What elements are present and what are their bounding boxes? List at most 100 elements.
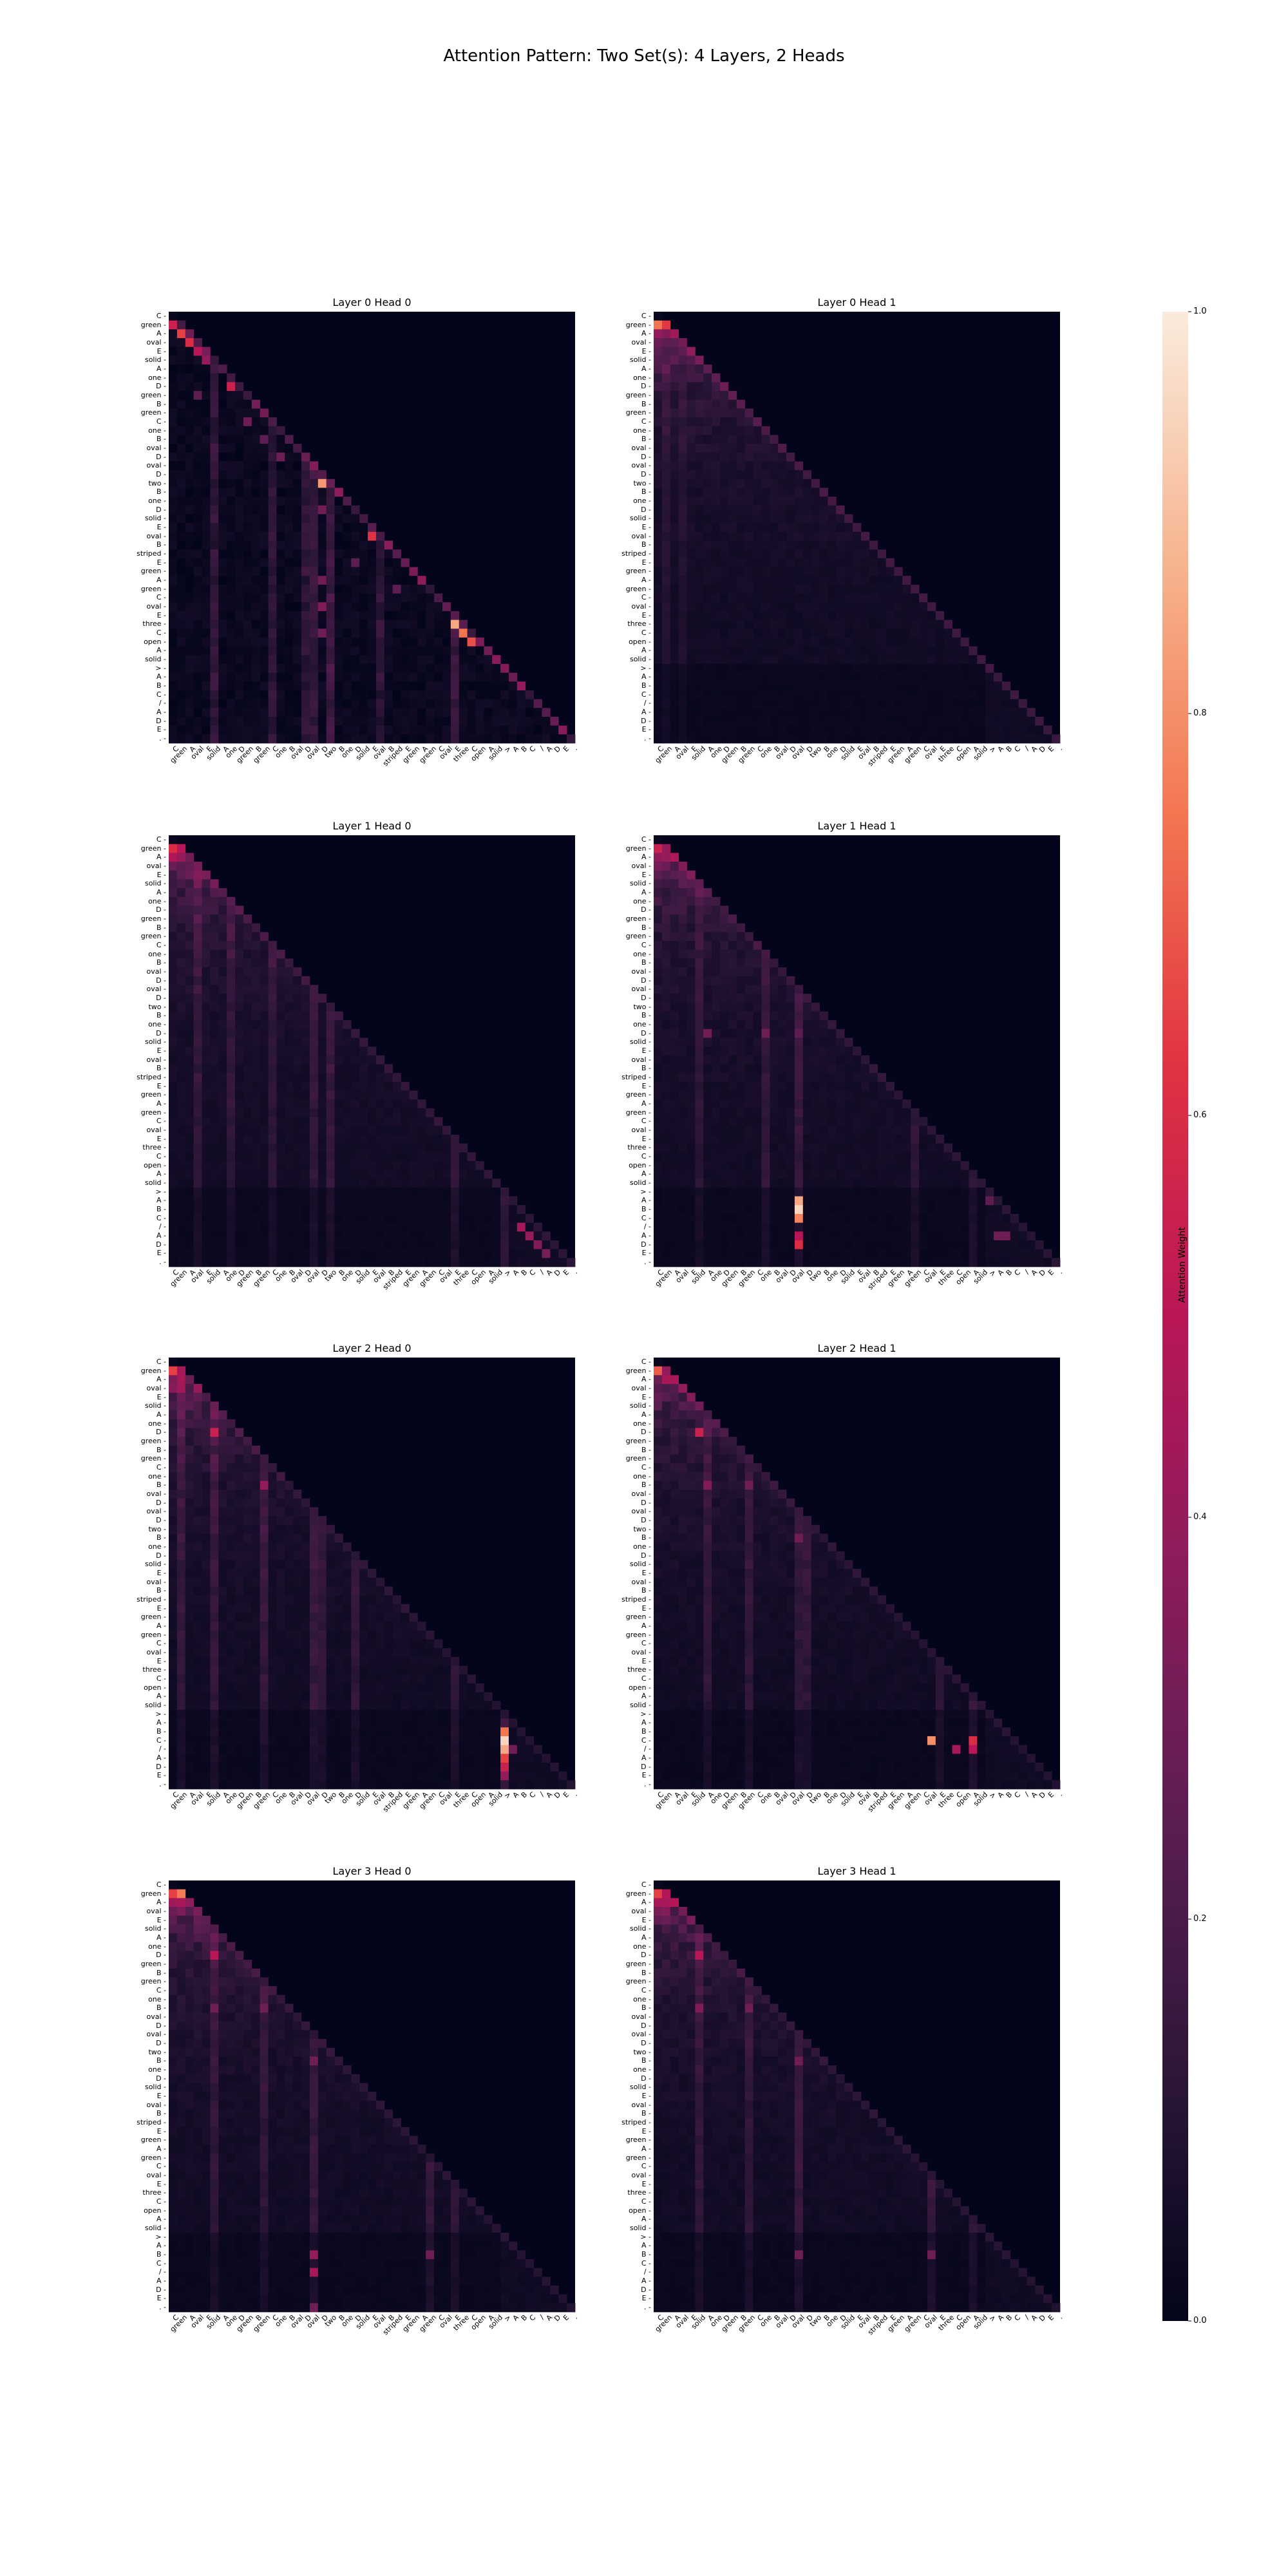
heatmap-cell (243, 470, 252, 480)
y-tick-label: E - (156, 1081, 166, 1090)
heatmap-cell (802, 505, 812, 515)
heatmap-cell (392, 716, 401, 726)
heatmap-cell (794, 1134, 804, 1144)
heatmap-cell (712, 1222, 721, 1232)
heatmap-cell (227, 1020, 236, 1030)
heatmap-cell (202, 1064, 211, 1074)
heatmap-cell (210, 1196, 219, 1206)
heatmap-cell (712, 602, 721, 612)
heatmap-cell (285, 602, 294, 612)
heatmap-cell (720, 949, 729, 959)
heatmap-cell (309, 994, 319, 1003)
heatmap-cell (268, 620, 277, 629)
heatmap-cell (678, 593, 687, 603)
heatmap-cell (877, 1081, 886, 1091)
heatmap-cell (334, 1240, 343, 1250)
y-tick-label: E - (156, 870, 166, 879)
heatmap-cell (836, 540, 845, 550)
heatmap-cell (761, 716, 770, 726)
heatmap-cell (317, 1222, 327, 1232)
heatmap-cell (260, 1117, 269, 1126)
heatmap-cell (753, 540, 762, 550)
heatmap-cell (169, 470, 178, 480)
heatmap-cell (802, 1108, 812, 1117)
heatmap-cell (243, 976, 252, 985)
heatmap-cell (753, 958, 762, 968)
heatmap-cell (227, 1231, 236, 1241)
heatmap-cell (736, 1160, 746, 1170)
heatmap-cell (392, 734, 401, 744)
heatmap-cell (218, 699, 227, 708)
heatmap-cell (210, 1160, 219, 1170)
heatmap-cell (828, 1126, 837, 1135)
heatmap-cell (268, 1064, 277, 1074)
heatmap-cell (794, 540, 804, 550)
heatmap-cell (268, 461, 277, 471)
heatmap-cell (802, 1028, 812, 1038)
heatmap-cell (176, 629, 186, 638)
heatmap-cell (778, 576, 787, 585)
heatmap-cell (567, 1258, 576, 1267)
heatmap-cell (359, 637, 368, 647)
heatmap-cell (169, 932, 178, 942)
heatmap-cell (218, 602, 227, 612)
heatmap-cell (169, 681, 178, 691)
heatmap-cell (260, 734, 269, 744)
heatmap-cell (276, 1187, 285, 1197)
heatmap-cell (902, 716, 911, 726)
heatmap-cell (687, 914, 696, 924)
heatmap-cell (401, 1196, 410, 1206)
heatmap-cell (542, 716, 551, 726)
heatmap-cell (243, 558, 252, 567)
heatmap-cell (770, 1179, 779, 1188)
heatmap-cell (770, 1011, 779, 1021)
heatmap-cell (276, 1020, 285, 1030)
heatmap-cell (202, 1231, 211, 1241)
heatmap-cell (475, 1179, 484, 1188)
heatmap-cell (794, 1099, 804, 1109)
heatmap-cell (786, 549, 795, 559)
heatmap-cell (770, 452, 779, 462)
heatmap-cell (736, 734, 746, 744)
heatmap-cell (185, 417, 194, 427)
heatmap-cell (902, 725, 911, 735)
heatmap-cell (301, 584, 310, 594)
heatmap-cell (210, 1028, 219, 1038)
heatmap-cell (251, 1020, 261, 1030)
heatmap-cell (218, 417, 227, 427)
heatmap-cell (351, 567, 360, 576)
heatmap-cell (860, 663, 870, 674)
heatmap-cell (442, 699, 451, 708)
heatmap-cell (761, 985, 770, 994)
heatmap-cell (927, 655, 936, 665)
heatmap-cell (459, 1143, 468, 1153)
heatmap-cell (753, 985, 762, 994)
heatmap-cell (753, 1073, 762, 1083)
heatmap-cell (392, 576, 401, 585)
heatmap-cell (786, 1011, 795, 1021)
heatmap-cell (844, 1099, 853, 1109)
heatmap-cell (877, 1179, 886, 1188)
heatmap-cell (687, 716, 696, 726)
heatmap-cell (334, 629, 343, 638)
heatmap-cell (542, 725, 551, 735)
heatmap-cell (687, 346, 696, 356)
heatmap-cell (202, 1020, 211, 1030)
heatmap-cell (661, 1152, 671, 1162)
heatmap-cell (227, 1090, 236, 1100)
heatmap-cell (351, 1240, 360, 1250)
heatmap-cell (392, 549, 401, 559)
heatmap-cell (935, 663, 945, 674)
heatmap-cell (193, 888, 202, 898)
heatmap-cell (227, 558, 236, 567)
heatmap-cell (235, 672, 244, 682)
heatmap-cell (392, 655, 401, 665)
heatmap-cell (442, 1143, 451, 1153)
heatmap-cell (736, 1187, 746, 1197)
heatmap-cell (169, 1099, 178, 1109)
heatmap-cell (276, 584, 285, 594)
heatmap-cell (434, 1152, 443, 1162)
heatmap-cell (210, 1073, 219, 1083)
heatmap-cell (919, 620, 928, 629)
heatmap-cell (1018, 699, 1027, 708)
